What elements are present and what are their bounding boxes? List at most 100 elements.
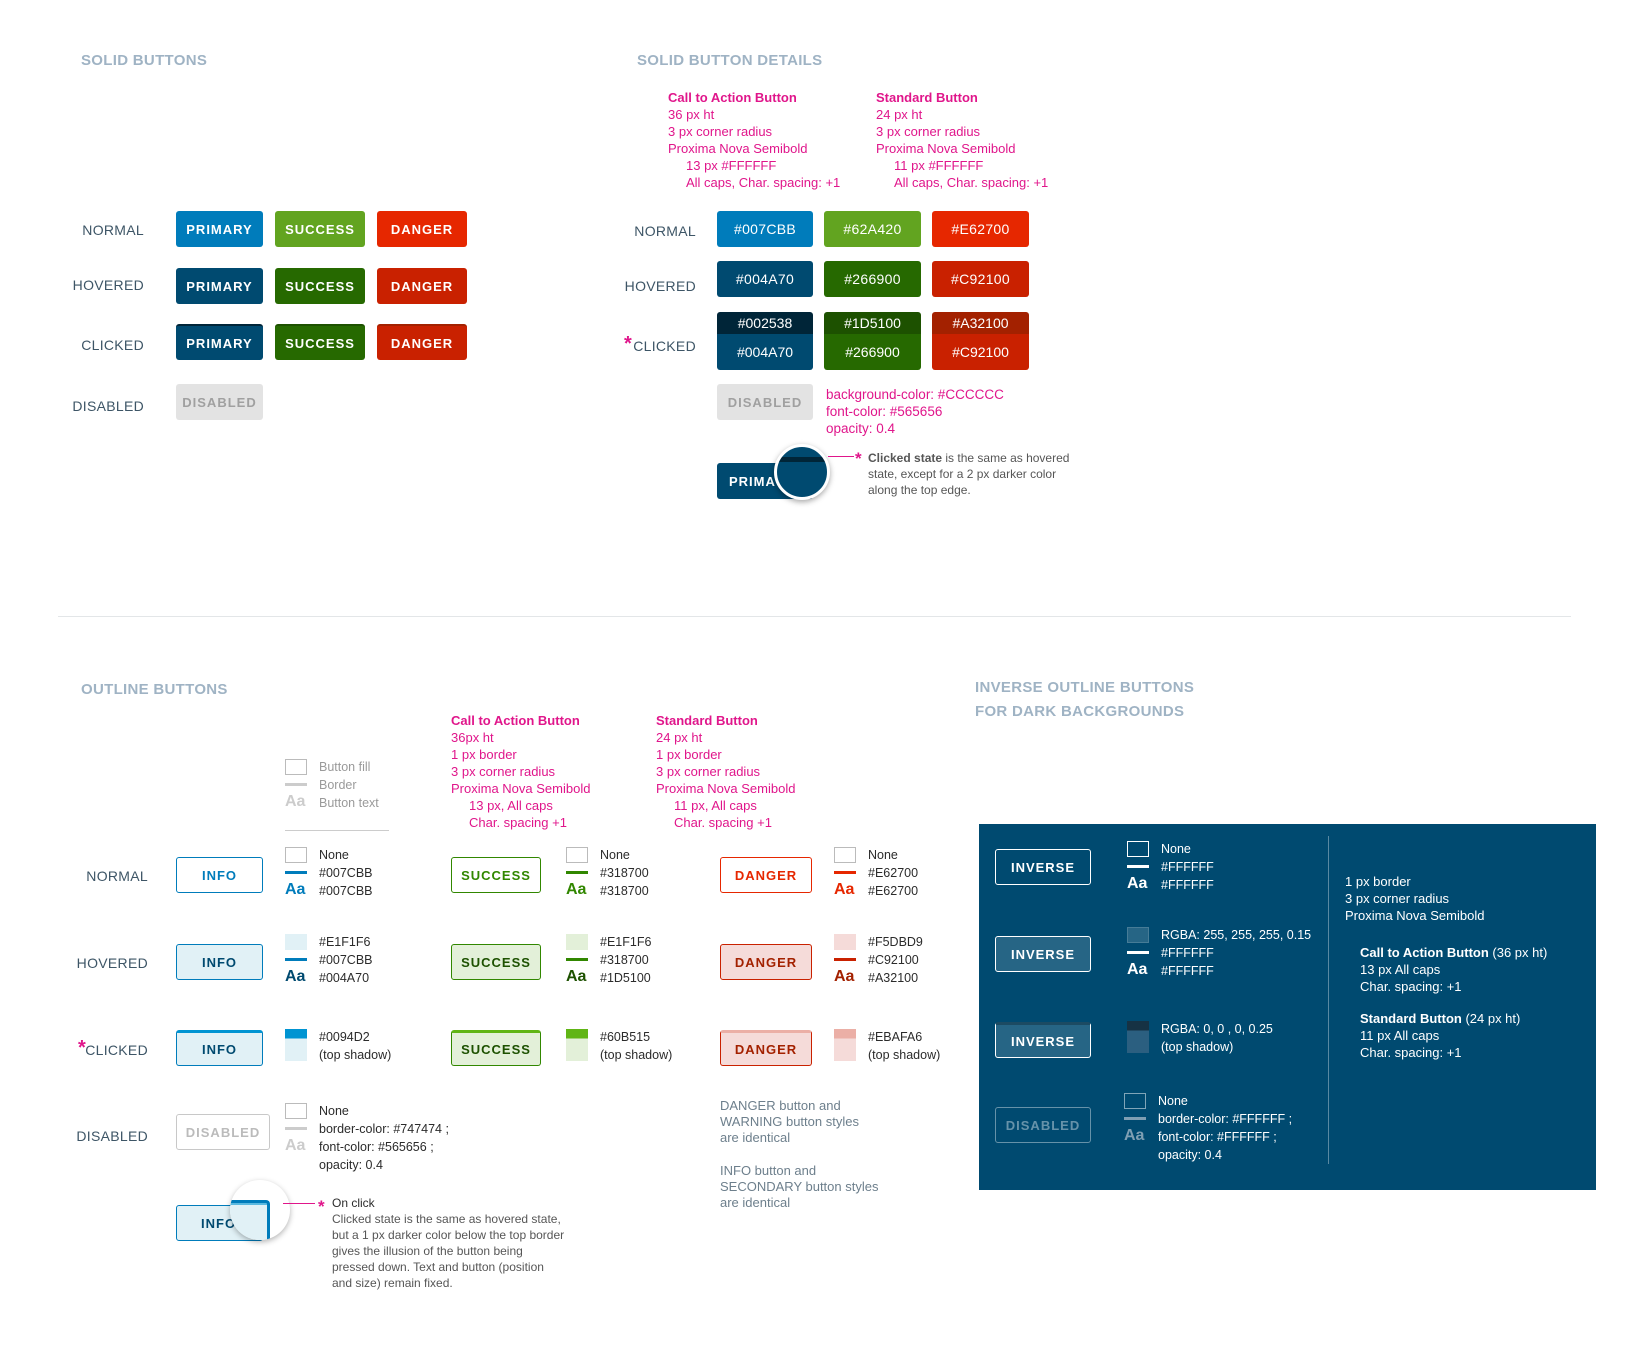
inverse-title-line-2: FOR DARK BACKGROUNDS <box>975 703 1185 720</box>
color-swatch-primary-hovered: #004A70 <box>717 261 813 297</box>
fill-swatch <box>566 847 588 863</box>
danger-normal-legend: None #E62700 Aa #E62700 <box>834 846 918 900</box>
state-label-disabled: DISABLED <box>72 398 144 414</box>
fill-swatch <box>1124 1093 1146 1109</box>
inverse-button-hovered[interactable]: INVERSE <box>995 936 1091 972</box>
danger-warning-note: DANGER button and WARNING button styles … <box>720 1098 859 1146</box>
text-value: #004A70 <box>319 971 370 985</box>
spec-line: 3 px corner radius <box>876 124 981 139</box>
fill-swatch <box>566 934 588 950</box>
disabled-button-detail[interactable]: DISABLED <box>717 384 813 420</box>
callout-line <box>283 1203 315 1204</box>
outline-state-hovered: HOVERED <box>76 955 148 971</box>
note-line: Clicked state is the same as hovered sta… <box>332 1212 561 1226</box>
danger-button-clicked[interactable]: DANGER <box>377 324 467 360</box>
primary-button-normal[interactable]: PRIMARY <box>176 211 263 247</box>
shadow-swatch <box>834 1029 856 1061</box>
note-line: gives the illusion of the button being <box>332 1244 523 1258</box>
fill-value: None <box>319 1104 349 1118</box>
info-button-hovered[interactable]: INFO <box>176 944 263 980</box>
text-sample-icon: Aa <box>1127 961 1148 978</box>
solid-cta-spec: Call to Action Button 36 px ht 3 px corn… <box>668 89 840 191</box>
spec-line: Proxima Nova Semibold <box>668 141 808 156</box>
border-swatch <box>285 958 307 961</box>
outline-state-normal: NORMAL <box>86 868 148 884</box>
text-sample-icon: Aa <box>566 968 587 985</box>
primary-button-hovered[interactable]: PRIMARY <box>176 268 263 304</box>
spec-line: background-color: #CCCCCC <box>826 387 1004 402</box>
fill-value: RGBA: 255, 255, 255, 0.15 <box>1161 928 1312 942</box>
danger-outline-hovered[interactable]: DANGER <box>720 944 812 980</box>
opacity-value: opacity: 0.4 <box>319 1158 383 1172</box>
inverse-disabled-button[interactable]: DISABLED <box>995 1107 1091 1143</box>
info-button-normal[interactable]: INFO <box>176 857 263 893</box>
spec-line: 3 px corner radius <box>451 764 556 779</box>
panel-divider <box>1328 836 1329 1164</box>
text-sample-icon: Aa <box>285 968 306 985</box>
clicked-top-color: #1D5100 <box>824 312 921 334</box>
outline-cta-spec: Call to Action Button 36px ht 1 px borde… <box>451 712 590 831</box>
state-label-hovered: HOVERED <box>72 277 144 293</box>
spec-line: 13 px #FFFFFF <box>686 158 777 173</box>
danger-button-hovered[interactable]: DANGER <box>377 268 467 304</box>
callout-line <box>828 456 854 457</box>
spec-line: 1 px border <box>451 747 517 762</box>
text-sample-icon: Aa <box>285 793 306 810</box>
border-swatch <box>1127 865 1149 868</box>
fill-value: None <box>1161 842 1191 856</box>
fill-value: None <box>319 848 349 862</box>
note-line: and size) remain fixed. <box>332 1276 453 1290</box>
inverse-disabled-legend: None border-color: #FFFFFF ; Aa font-colo… <box>1124 1092 1292 1164</box>
asterisk-marker: * <box>78 1037 86 1059</box>
spec-line: Proxima Nova Semibold <box>451 781 591 796</box>
note-line: but a 1 px darker color below the top bo… <box>332 1228 565 1242</box>
success-button-hovered[interactable]: SUCCESS <box>275 268 365 304</box>
text-sample-icon: Aa <box>285 1137 306 1154</box>
spec-suffix: (24 px ht) <box>1461 1011 1521 1026</box>
success-outline-clicked[interactable]: SUCCESS <box>451 1030 541 1066</box>
key-border-label: Border <box>319 778 357 792</box>
danger-button-normal[interactable]: DANGER <box>377 211 467 247</box>
spec-line: 24 px ht <box>876 107 923 122</box>
color-swatch-primary-clicked: #002538 #004A70 <box>717 312 813 370</box>
danger-outline-clicked[interactable]: DANGER <box>720 1030 812 1066</box>
danger-hovered-legend: #F5DBD9 #C92100 Aa #A32100 <box>834 933 923 987</box>
color-swatch-success-hovered: #266900 <box>824 261 921 297</box>
spec-line: Proxima Nova Semibold <box>876 141 1016 156</box>
success-button-clicked[interactable]: SUCCESS <box>275 324 365 360</box>
inverse-button-clicked[interactable]: INVERSE <box>995 1022 1091 1058</box>
danger-outline-normal[interactable]: DANGER <box>720 857 812 893</box>
info-normal-legend: None #007CBB Aa #007CBB <box>285 846 373 900</box>
success-button-normal[interactable]: SUCCESS <box>275 211 365 247</box>
inverse-specs: 1 px border 3 px corner radius Proxima N… <box>1345 873 1484 924</box>
text-value: #318700 <box>600 884 649 898</box>
solid-details-title: SOLID BUTTON DETAILS <box>637 52 823 69</box>
border-value: #C92100 <box>868 953 919 967</box>
spec-line: font-color: #565656 <box>826 404 943 419</box>
outline-state-clicked: CLICKED <box>85 1042 148 1058</box>
color-swatch-primary-normal: #007CBB <box>717 211 813 247</box>
border-value: border-color: #747474 ; <box>319 1122 449 1136</box>
primary-button-clicked[interactable]: PRIMARY <box>176 324 263 360</box>
inverse-button-normal[interactable]: INVERSE <box>995 849 1091 885</box>
outline-disabled-button[interactable]: DISABLED <box>176 1114 270 1150</box>
disabled-button[interactable]: DISABLED <box>176 384 263 420</box>
opacity-value: opacity: 0.4 <box>1158 1148 1222 1162</box>
info-hovered-legend: #E1F1F6 #007CBB Aa #004A70 <box>285 933 373 987</box>
note-title: On click <box>332 1196 375 1210</box>
fill-swatch <box>285 1103 307 1119</box>
disabled-legend: None border-color: #747474 ; Aa font-colo… <box>285 1102 449 1174</box>
spec-heading: Call to Action Button <box>1360 945 1489 960</box>
spec-suffix: (36 px ht) <box>1488 945 1548 960</box>
text-value: font-color: #565656 ; <box>319 1140 434 1154</box>
shadow-swatch <box>566 1029 588 1061</box>
success-outline-hovered[interactable]: SUCCESS <box>451 944 541 980</box>
success-outline-normal[interactable]: SUCCESS <box>451 857 541 893</box>
shadow-swatch <box>285 1029 307 1061</box>
spec-line: Char. spacing: +1 <box>1360 1045 1462 1060</box>
note-line: SECONDARY button styles <box>720 1179 879 1194</box>
border-swatch <box>285 1127 307 1130</box>
note-line: INFO button and <box>720 1163 817 1178</box>
color-swatch-success-normal: #62A420 <box>824 211 921 247</box>
info-button-clicked[interactable]: INFO <box>176 1030 263 1066</box>
